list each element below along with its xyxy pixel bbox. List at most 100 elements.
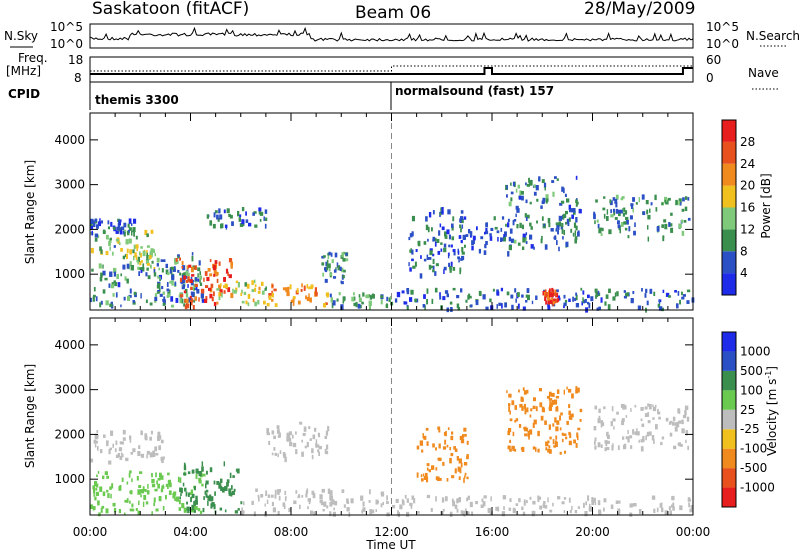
echo-cell-3 [165, 263, 169, 269]
echo-cell-7 [308, 293, 310, 299]
y-tick-label: 3000 [54, 178, 85, 192]
echo-cell-6 [254, 284, 257, 287]
echo-cell-7 [305, 295, 308, 300]
echo-cell-6 [549, 449, 552, 454]
echo-cell-5 [466, 455, 469, 460]
echo-cell-16 [547, 297, 550, 301]
echo-cell-11 [616, 291, 619, 297]
echo-cell-14 [530, 244, 534, 249]
echo-cell-14 [507, 218, 510, 223]
echo-cell-14 [538, 176, 541, 182]
echo-cell-15 [678, 200, 681, 206]
echo-cell-11 [482, 294, 486, 300]
echo-cell-10 [258, 207, 262, 212]
echo-cell-16 [550, 300, 553, 303]
echo-cell-12 [414, 261, 417, 267]
echo-cell-0 [146, 450, 150, 455]
echo-cell-11 [646, 300, 649, 306]
echo-cell-3 [375, 509, 378, 512]
echo-cell-9 [324, 278, 328, 283]
echo-cell-0 [133, 231, 135, 237]
echo-cell-9 [345, 252, 348, 256]
echo-cell-15 [638, 197, 641, 203]
echo-cell-4 [589, 503, 591, 507]
echo-cell-7 [642, 436, 645, 441]
echo-cell-12 [411, 231, 414, 237]
echo-cell-12 [432, 236, 436, 241]
echo-cell-7 [679, 443, 683, 447]
power-ylabel: Slant Range [km] [23, 160, 37, 264]
echo-cell-8 [277, 428, 280, 432]
echo-cell-16 [547, 295, 551, 300]
echo-cell-6 [579, 408, 583, 413]
echo-cell-0 [131, 230, 133, 236]
echo-cell-6 [522, 387, 525, 391]
echo-cell-3 [274, 494, 277, 499]
echo-cell-3 [362, 507, 366, 512]
echo-cell-4 [166, 288, 170, 292]
echo-cell-8 [274, 452, 277, 456]
echo-cell-5 [230, 266, 233, 269]
echo-cell-6 [528, 436, 530, 440]
echo-cell-5 [445, 431, 447, 437]
echo-cell-14 [555, 222, 560, 226]
echo-cell-1 [172, 493, 176, 499]
echo-cell-0 [108, 238, 112, 243]
date-title: 28/May/2009 [584, 0, 696, 19]
echo-cell-5 [207, 268, 211, 272]
echo-cell-1 [143, 494, 147, 500]
echo-cell-2 [219, 507, 223, 511]
echo-cell-5 [454, 468, 457, 474]
echo-cell-13 [465, 234, 469, 237]
echo-cell-13 [464, 244, 466, 248]
echo-cell-4 [481, 498, 484, 502]
echo-cell-0 [149, 452, 153, 458]
echo-cell-14 [522, 233, 526, 239]
echo-cell-6 [533, 419, 537, 425]
echo-cell-14 [573, 222, 577, 228]
echo-cell-1 [195, 506, 198, 510]
nsky-tick-top: 10^5 [50, 20, 83, 34]
echo-cell-13 [462, 234, 466, 240]
echo-cell-0 [149, 436, 152, 441]
echo-cell-1 [132, 227, 136, 233]
echo-cell-2 [180, 493, 182, 497]
echo-cell-5 [464, 475, 466, 479]
echo-cell-1 [140, 489, 143, 494]
echo-cell-3 [145, 299, 148, 304]
echo-cell-10 [223, 209, 226, 214]
echo-cell-4 [603, 498, 607, 503]
echo-cell-0 [135, 235, 138, 240]
echo-cell-4 [653, 508, 656, 514]
echo-cell-14 [513, 219, 517, 222]
echo-cell-1 [90, 504, 93, 509]
echo-cell-12 [417, 241, 421, 245]
echo-cell-4 [158, 267, 160, 271]
echo-cell-6 [548, 391, 552, 397]
echo-cell-3 [120, 304, 122, 308]
echo-cell-13 [471, 246, 474, 251]
echo-cell-9 [322, 272, 325, 277]
echo-cell-7 [645, 435, 647, 441]
echo-cell-6 [218, 292, 221, 297]
echo-cell-0 [128, 238, 132, 244]
echo-cell-2 [190, 496, 192, 503]
echo-cell-8 [273, 435, 276, 440]
echo-cell-11 [517, 292, 520, 297]
echo-cell-14 [544, 187, 547, 191]
echo-cell-14 [569, 208, 573, 213]
echo-cell-8 [336, 298, 339, 302]
echo-cell-0 [120, 248, 123, 252]
echo-cell-3 [322, 508, 325, 512]
echo-cell-7 [594, 405, 598, 410]
echo-cell-1 [126, 498, 129, 503]
echo-cell-10 [241, 207, 245, 212]
velocity-panel-frame [89, 317, 694, 516]
nsearch-label: N.Search [746, 29, 800, 43]
echo-cell-0 [129, 439, 132, 443]
echo-cell-3 [156, 291, 160, 294]
echo-cell-7 [684, 410, 687, 416]
echo-cell-7 [686, 416, 690, 422]
echo-cell-2 [133, 255, 135, 261]
echo-cell-7 [610, 421, 613, 427]
